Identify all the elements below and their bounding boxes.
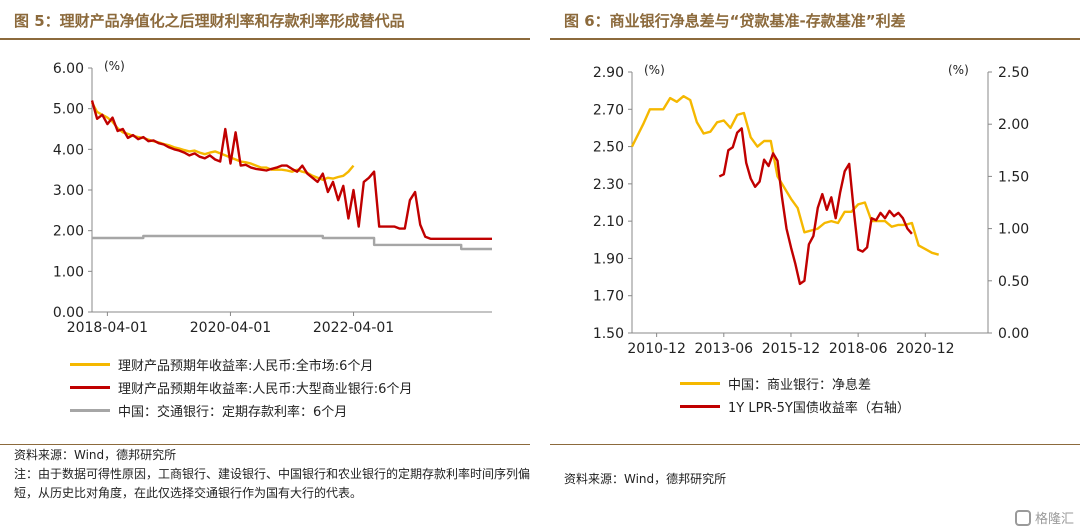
y-tick-label: 2.30 xyxy=(593,177,624,193)
legend-item: 中国：交通银行：定期存款利率：6个月 xyxy=(70,399,412,422)
y2-tick-label: 2.50 xyxy=(998,65,1029,81)
y-tick-label: 1.90 xyxy=(593,251,624,267)
y-tick-label: 4.00 xyxy=(53,142,84,158)
x-tick-label: 2010-12 xyxy=(627,341,686,357)
series-line-1 xyxy=(630,95,940,256)
x-tick-label: 2020-04-01 xyxy=(190,320,271,336)
watermark-logo-icon xyxy=(1014,509,1031,526)
y-tick-label: 2.50 xyxy=(593,140,624,156)
chart-6: 1.50 1.70 1.90 2.10 2.30 2.50 2.70 2.90 (%) 0.00 0… xyxy=(593,63,1029,357)
y-tick-label: 0.00 xyxy=(53,305,84,321)
figure-5-source: 资料来源：Wind，德邦研究所 xyxy=(14,448,177,462)
x-tick-label: 2018-04-01 xyxy=(67,320,148,336)
legend-item: 1Y LPR-5Y国债收益率（右轴） xyxy=(680,395,910,418)
y-tick-label: 1.00 xyxy=(53,264,84,280)
figure-6-title: 图 6：商业银行净息差与“贷款基准-存款基准”利差 xyxy=(564,12,906,30)
title-divider xyxy=(0,38,530,40)
y-tick-label: 2.70 xyxy=(593,102,624,118)
legend-label: 中国：交通银行：定期存款利率：6个月 xyxy=(118,405,348,420)
y2-tick-label: 1.00 xyxy=(998,222,1029,238)
chart-5-legend: 理财产品预期年收益率:人民币:全市场:6个月理财产品预期年收益率:人民币:大型商… xyxy=(70,353,412,422)
watermark: 格隆汇 xyxy=(1014,508,1074,527)
title-divider xyxy=(550,38,1080,40)
watermark-text: 格隆汇 xyxy=(1034,512,1074,527)
legend-item: 理财产品预期年收益率:人民币:大型商业银行:6个月 xyxy=(70,376,412,399)
y-tick-label: 2.10 xyxy=(593,214,624,230)
x-tick-label: 2020-12 xyxy=(896,341,955,357)
legend-item: 理财产品预期年收益率:人民币:全市场:6个月 xyxy=(70,353,412,376)
y-tick-label: 1.70 xyxy=(593,289,624,305)
legend-label: 中国：商业银行：净息差 xyxy=(728,378,872,393)
legend-swatch xyxy=(70,363,110,366)
chart-5: 0.00 1.00 2.00 3.00 4.00 5.00 6.00 (%) 2018-04-0… xyxy=(53,59,492,336)
bottom-divider xyxy=(550,444,1080,445)
legend-swatch xyxy=(680,382,720,385)
y-tick-label: 5.00 xyxy=(53,102,84,118)
y2-tick-label: 2.00 xyxy=(998,117,1029,133)
x-tick-label: 2015-12 xyxy=(762,341,821,357)
y2-tick-label: 0.50 xyxy=(998,274,1029,290)
series-line-2 xyxy=(90,100,492,240)
y-tick-label: 2.00 xyxy=(53,224,84,240)
legend-swatch xyxy=(70,409,110,412)
figure-5-note: 注：由于数据可得性原因，工商银行、建设银行、中国银行和农业银行的定期存款利率时间… xyxy=(14,467,531,500)
series-line-2 xyxy=(718,127,913,286)
y2-tick-label: 1.50 xyxy=(998,169,1029,185)
legend-label: 理财产品预期年收益率:人民币:全市场:6个月 xyxy=(118,359,374,374)
bottom-divider xyxy=(0,444,530,445)
x-tick-label: 2013-06 xyxy=(695,341,754,357)
legend-swatch xyxy=(680,405,720,408)
figure-6-panel: 图 6：商业银行净息差与“贷款基准-存款基准”利差 1.50 1.70 1.90 2.… xyxy=(550,0,1080,531)
y-tick-label: 1.50 xyxy=(593,326,624,342)
y2-tick-label: 0.00 xyxy=(998,326,1029,342)
legend-label: 1Y LPR-5Y国债收益率（右轴） xyxy=(728,401,910,416)
y-tick-label: 6.00 xyxy=(53,61,84,77)
legend-item: 中国：商业银行：净息差 xyxy=(680,372,910,395)
figure-5-title: 图 5：理财产品净值化之后理财利率和存款利率形成替代品 xyxy=(14,12,405,30)
y-tick-label: 3.00 xyxy=(53,183,84,199)
legend-swatch xyxy=(70,386,110,389)
figure-6-source: 资料来源：Wind，德邦研究所 xyxy=(564,472,727,486)
y-unit-label: (%) xyxy=(104,59,125,73)
x-tick-label: 2022-04-01 xyxy=(313,320,394,336)
y2-unit-label: (%) xyxy=(948,63,969,77)
legend-label: 理财产品预期年收益率:人民币:大型商业银行:6个月 xyxy=(118,382,413,397)
series-line-3 xyxy=(92,234,492,251)
x-tick-label: 2018-06 xyxy=(829,341,888,357)
figure-5-panel: 图 5：理财产品净值化之后理财利率和存款利率形成替代品 0.00 1.00 2.00… xyxy=(0,0,530,531)
y-tick-label: 2.90 xyxy=(593,65,624,81)
y-unit-label: (%) xyxy=(644,63,665,77)
chart-6-legend: 中国：商业银行：净息差 1Y LPR-5Y国债收益率（右轴） xyxy=(680,372,910,418)
